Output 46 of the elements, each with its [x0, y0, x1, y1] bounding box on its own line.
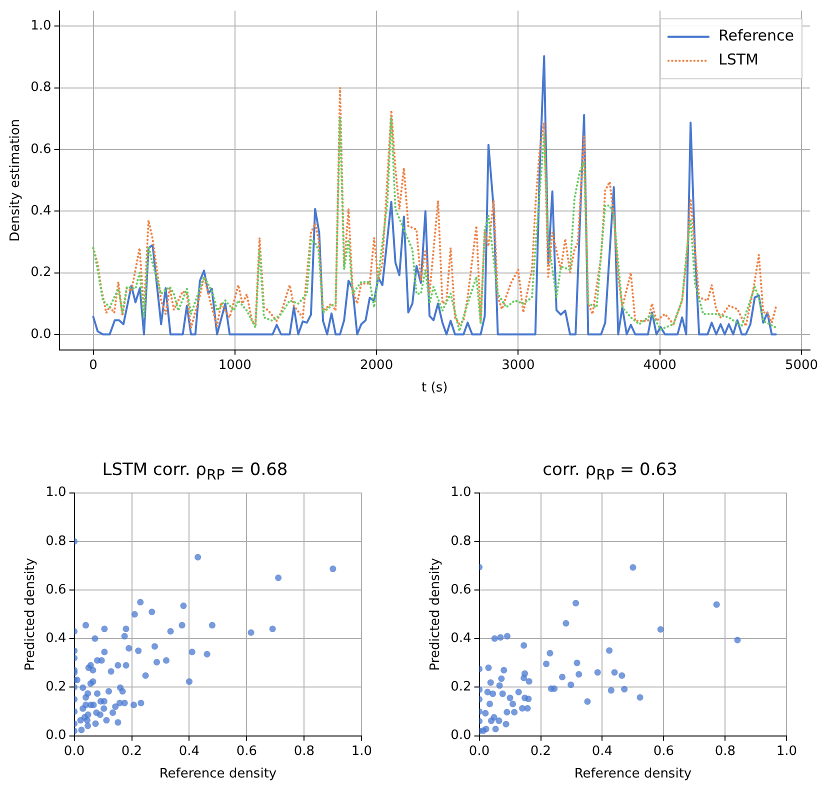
- y-tick-label: 0.8: [450, 534, 472, 549]
- y-axis-title: Predicted density: [23, 558, 38, 671]
- y-tick-label: 0.0: [46, 728, 66, 744]
- x-tick-label: 0.2: [530, 744, 552, 759]
- y-tick-label: 1.0: [450, 485, 472, 500]
- x-tick-label: 5000: [784, 358, 818, 373]
- chart-title: LSTM corr. ρ$_{RP}$ = 0.68: [101, 459, 289, 484]
- y-axis-title: Predicted density: [428, 558, 444, 671]
- x-tick-label: 0.4: [592, 744, 613, 759]
- x-tick-label: 1.0: [351, 744, 372, 759]
- legend-label: Reference: [718, 26, 794, 45]
- x-tick-label: 0: [89, 358, 98, 373]
- legend-label: LSTM: [718, 50, 758, 69]
- y-tick-label: 0.4: [46, 630, 66, 646]
- x-axis-title: Reference density: [159, 766, 277, 782]
- y-tick-label: 0.2: [46, 680, 66, 695]
- x-tick-label: 0.2: [121, 744, 142, 759]
- y-tick-label: 0.8: [30, 80, 52, 96]
- y-tick-label: 0.4: [450, 630, 472, 646]
- x-tick-label: 0.4: [178, 744, 200, 759]
- y-tick-label: 0.2: [30, 265, 52, 280]
- y-tick-label: 0.4: [30, 203, 52, 218]
- x-tick-label: 0.0: [468, 744, 490, 759]
- x-axis-title: Reference density: [574, 766, 692, 782]
- y-tick-label: 0.6: [30, 142, 52, 157]
- y-axis-title: Density estimation: [8, 119, 24, 242]
- x-tick-label: 0.8: [714, 744, 736, 759]
- y-tick-label: 0.6: [450, 582, 472, 598]
- x-tick-label: 1.0: [776, 744, 798, 759]
- x-tick-label: 3000: [502, 358, 535, 373]
- y-tick-label: 0.2: [450, 680, 472, 695]
- x-tick-label: 2000: [360, 358, 394, 373]
- x-tick-label: 0.8: [294, 744, 315, 759]
- x-tick-label: 0.6: [236, 744, 258, 759]
- y-tick-label: 0.6: [46, 582, 66, 598]
- y-tick-label: 1.0: [46, 485, 66, 500]
- chart-title: corr. ρ$_{RP}$ = 0.63: [542, 459, 678, 484]
- x-tick-label: 0.6: [653, 744, 674, 759]
- y-tick-label: 0.0: [450, 728, 472, 744]
- x-tick-label: 4000: [643, 358, 676, 373]
- x-tick-label: 0.0: [64, 744, 85, 759]
- y-tick-label: 1.0: [30, 18, 52, 34]
- x-axis-title: t (s): [422, 380, 448, 396]
- y-tick-label: 0.0: [30, 326, 52, 342]
- y-tick-label: 0.8: [46, 534, 66, 549]
- x-tick-label: 1000: [218, 358, 252, 373]
